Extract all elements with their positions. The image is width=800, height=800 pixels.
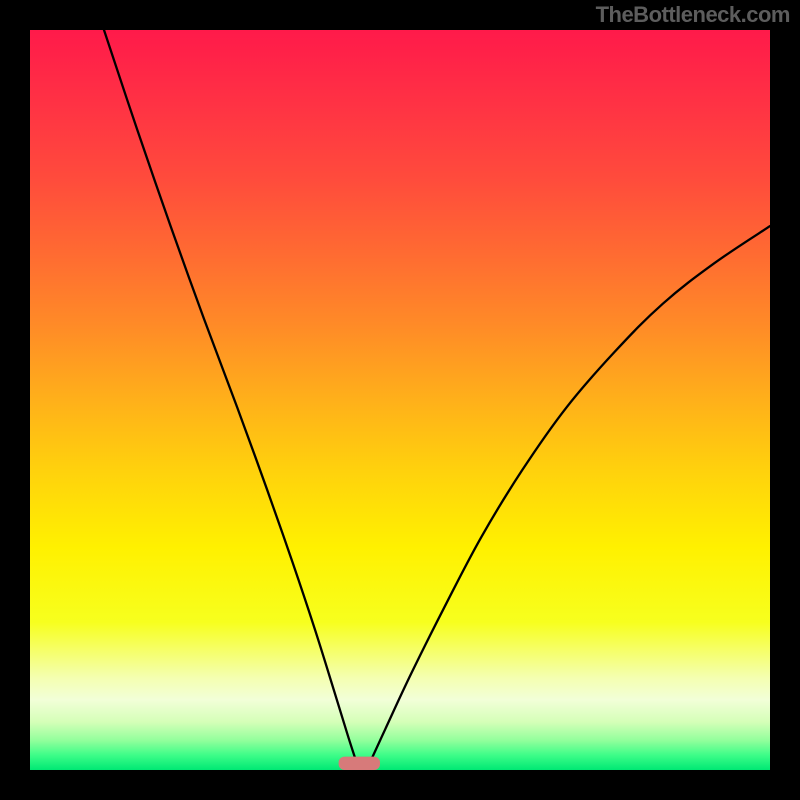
bottleneck-chart: [0, 0, 800, 800]
minimum-marker: [339, 757, 380, 770]
chart-container: TheBottleneck.com: [0, 0, 800, 800]
watermark-text: TheBottleneck.com: [596, 2, 790, 28]
